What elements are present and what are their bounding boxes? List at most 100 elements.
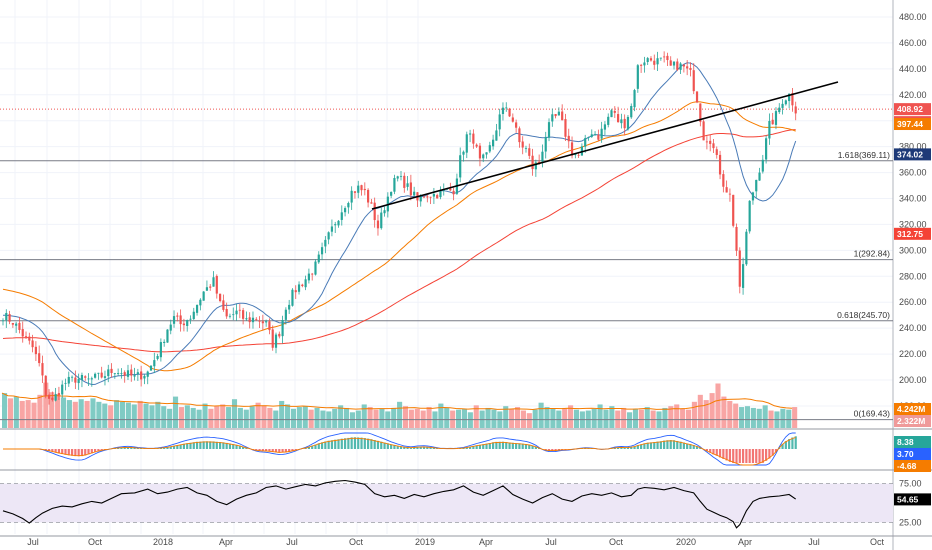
volume-bar	[662, 407, 668, 428]
macd-histogram-bar	[781, 443, 784, 449]
candle-body	[251, 317, 255, 323]
moving-averages	[2, 62, 797, 386]
volume-bar	[314, 407, 320, 428]
macd-histogram-bar	[725, 449, 728, 461]
candle-body	[123, 372, 126, 376]
volume-bar	[739, 407, 745, 428]
volume-bar	[31, 402, 37, 428]
macd-histogram-bar	[347, 437, 350, 449]
volume-badge-bg	[894, 403, 931, 415]
fib-level-label: 1(292.84)	[854, 249, 891, 259]
macd-histogram-bar	[422, 446, 426, 449]
candle-body	[8, 314, 11, 322]
candle-body	[567, 135, 570, 142]
candle-body	[653, 60, 656, 65]
candle-body	[593, 134, 597, 136]
volume-bar	[285, 404, 291, 428]
candle-body	[613, 110, 616, 113]
price-tick-label: 340.00	[899, 193, 927, 203]
macd-histogram-bar	[784, 441, 787, 449]
macd-histogram-bar	[524, 444, 528, 449]
candle-body	[406, 183, 409, 187]
macd-histogram-bar	[44, 449, 47, 451]
candle-body	[547, 122, 551, 138]
candle-body	[538, 161, 541, 163]
candle-body	[774, 111, 778, 125]
candle-body	[209, 286, 212, 288]
ma-badge-bg	[894, 227, 931, 240]
ma-badge: 397.44	[897, 119, 923, 129]
candle-body	[728, 193, 732, 195]
macd-histogram-bar	[274, 449, 278, 453]
macd-histogram-bar	[646, 442, 649, 449]
volume-bar	[155, 401, 161, 428]
candle-body	[334, 224, 337, 226]
candle-body	[689, 68, 692, 70]
macd-histogram-bar	[117, 447, 120, 449]
macd-badge: 8.38	[897, 437, 914, 447]
trendline-drawing[interactable]	[371, 81, 839, 210]
macd-histogram-bar	[613, 447, 616, 449]
candle-body	[508, 108, 511, 117]
date-tick-label: Apr	[219, 537, 233, 547]
candle-body	[238, 309, 241, 311]
macd-histogram-bar	[330, 440, 334, 449]
macd-histogram-bar	[67, 449, 70, 456]
candle-body	[643, 62, 646, 66]
candle-body	[646, 58, 649, 63]
volume-bar	[308, 409, 314, 428]
candle-body	[51, 397, 54, 400]
macd-histogram-bar	[626, 447, 630, 449]
rsi-tick-label: 75.00	[899, 479, 922, 489]
fibonacci-levels: 1.618(369.11) 1(292.84) 0.618(245.70) 0(169…	[0, 108, 893, 421]
candle-body	[15, 323, 18, 326]
candle-body	[561, 111, 564, 121]
macd-histogram-bar	[505, 442, 508, 449]
candle-body	[192, 311, 195, 320]
volume-bar	[361, 404, 367, 428]
candle-body	[666, 55, 669, 61]
candle-body	[24, 335, 28, 337]
candle-body	[705, 141, 708, 143]
volume-bar	[367, 407, 373, 428]
price-tick-label: 360.00	[899, 168, 927, 178]
macd-histogram-bar	[57, 449, 61, 454]
volume-bar	[267, 407, 273, 428]
candle-body	[100, 372, 103, 378]
macd-histogram-bar	[84, 449, 87, 456]
volume-bar	[792, 407, 798, 428]
macd-histogram-bar	[215, 441, 218, 449]
candle-body	[261, 321, 264, 324]
candle-body	[136, 372, 139, 375]
macd-histogram-bar	[370, 439, 373, 449]
macd-histogram-bar	[515, 443, 518, 449]
volume-bar	[226, 407, 232, 428]
macd-histogram-bar	[271, 449, 274, 452]
candle-body	[314, 261, 317, 275]
macd-histogram-bar	[728, 449, 732, 462]
macd-histogram-bar	[195, 441, 199, 449]
macd-histogram-bar	[741, 449, 745, 463]
candle-body	[751, 192, 755, 201]
candle-body	[597, 134, 600, 140]
volume-bar	[697, 394, 703, 428]
macd-histogram-bar	[722, 449, 725, 459]
date-tick-label: Apr	[479, 537, 493, 547]
candle-body	[603, 124, 607, 130]
candle-body	[702, 121, 705, 141]
macd-histogram-bar	[399, 446, 403, 449]
candle-body	[449, 188, 452, 191]
candle-body	[47, 394, 51, 399]
volume-bar	[255, 402, 261, 428]
macd-histogram-bar	[695, 446, 699, 449]
macd-pane	[3, 432, 797, 466]
volume-bar	[78, 399, 84, 428]
macd-histogram-bar	[409, 447, 412, 449]
volume-bar	[473, 405, 479, 428]
macd-histogram-bar	[120, 447, 123, 449]
trendline[interactable]	[371, 81, 839, 210]
candle-body	[159, 342, 162, 358]
candle-body	[426, 196, 429, 198]
